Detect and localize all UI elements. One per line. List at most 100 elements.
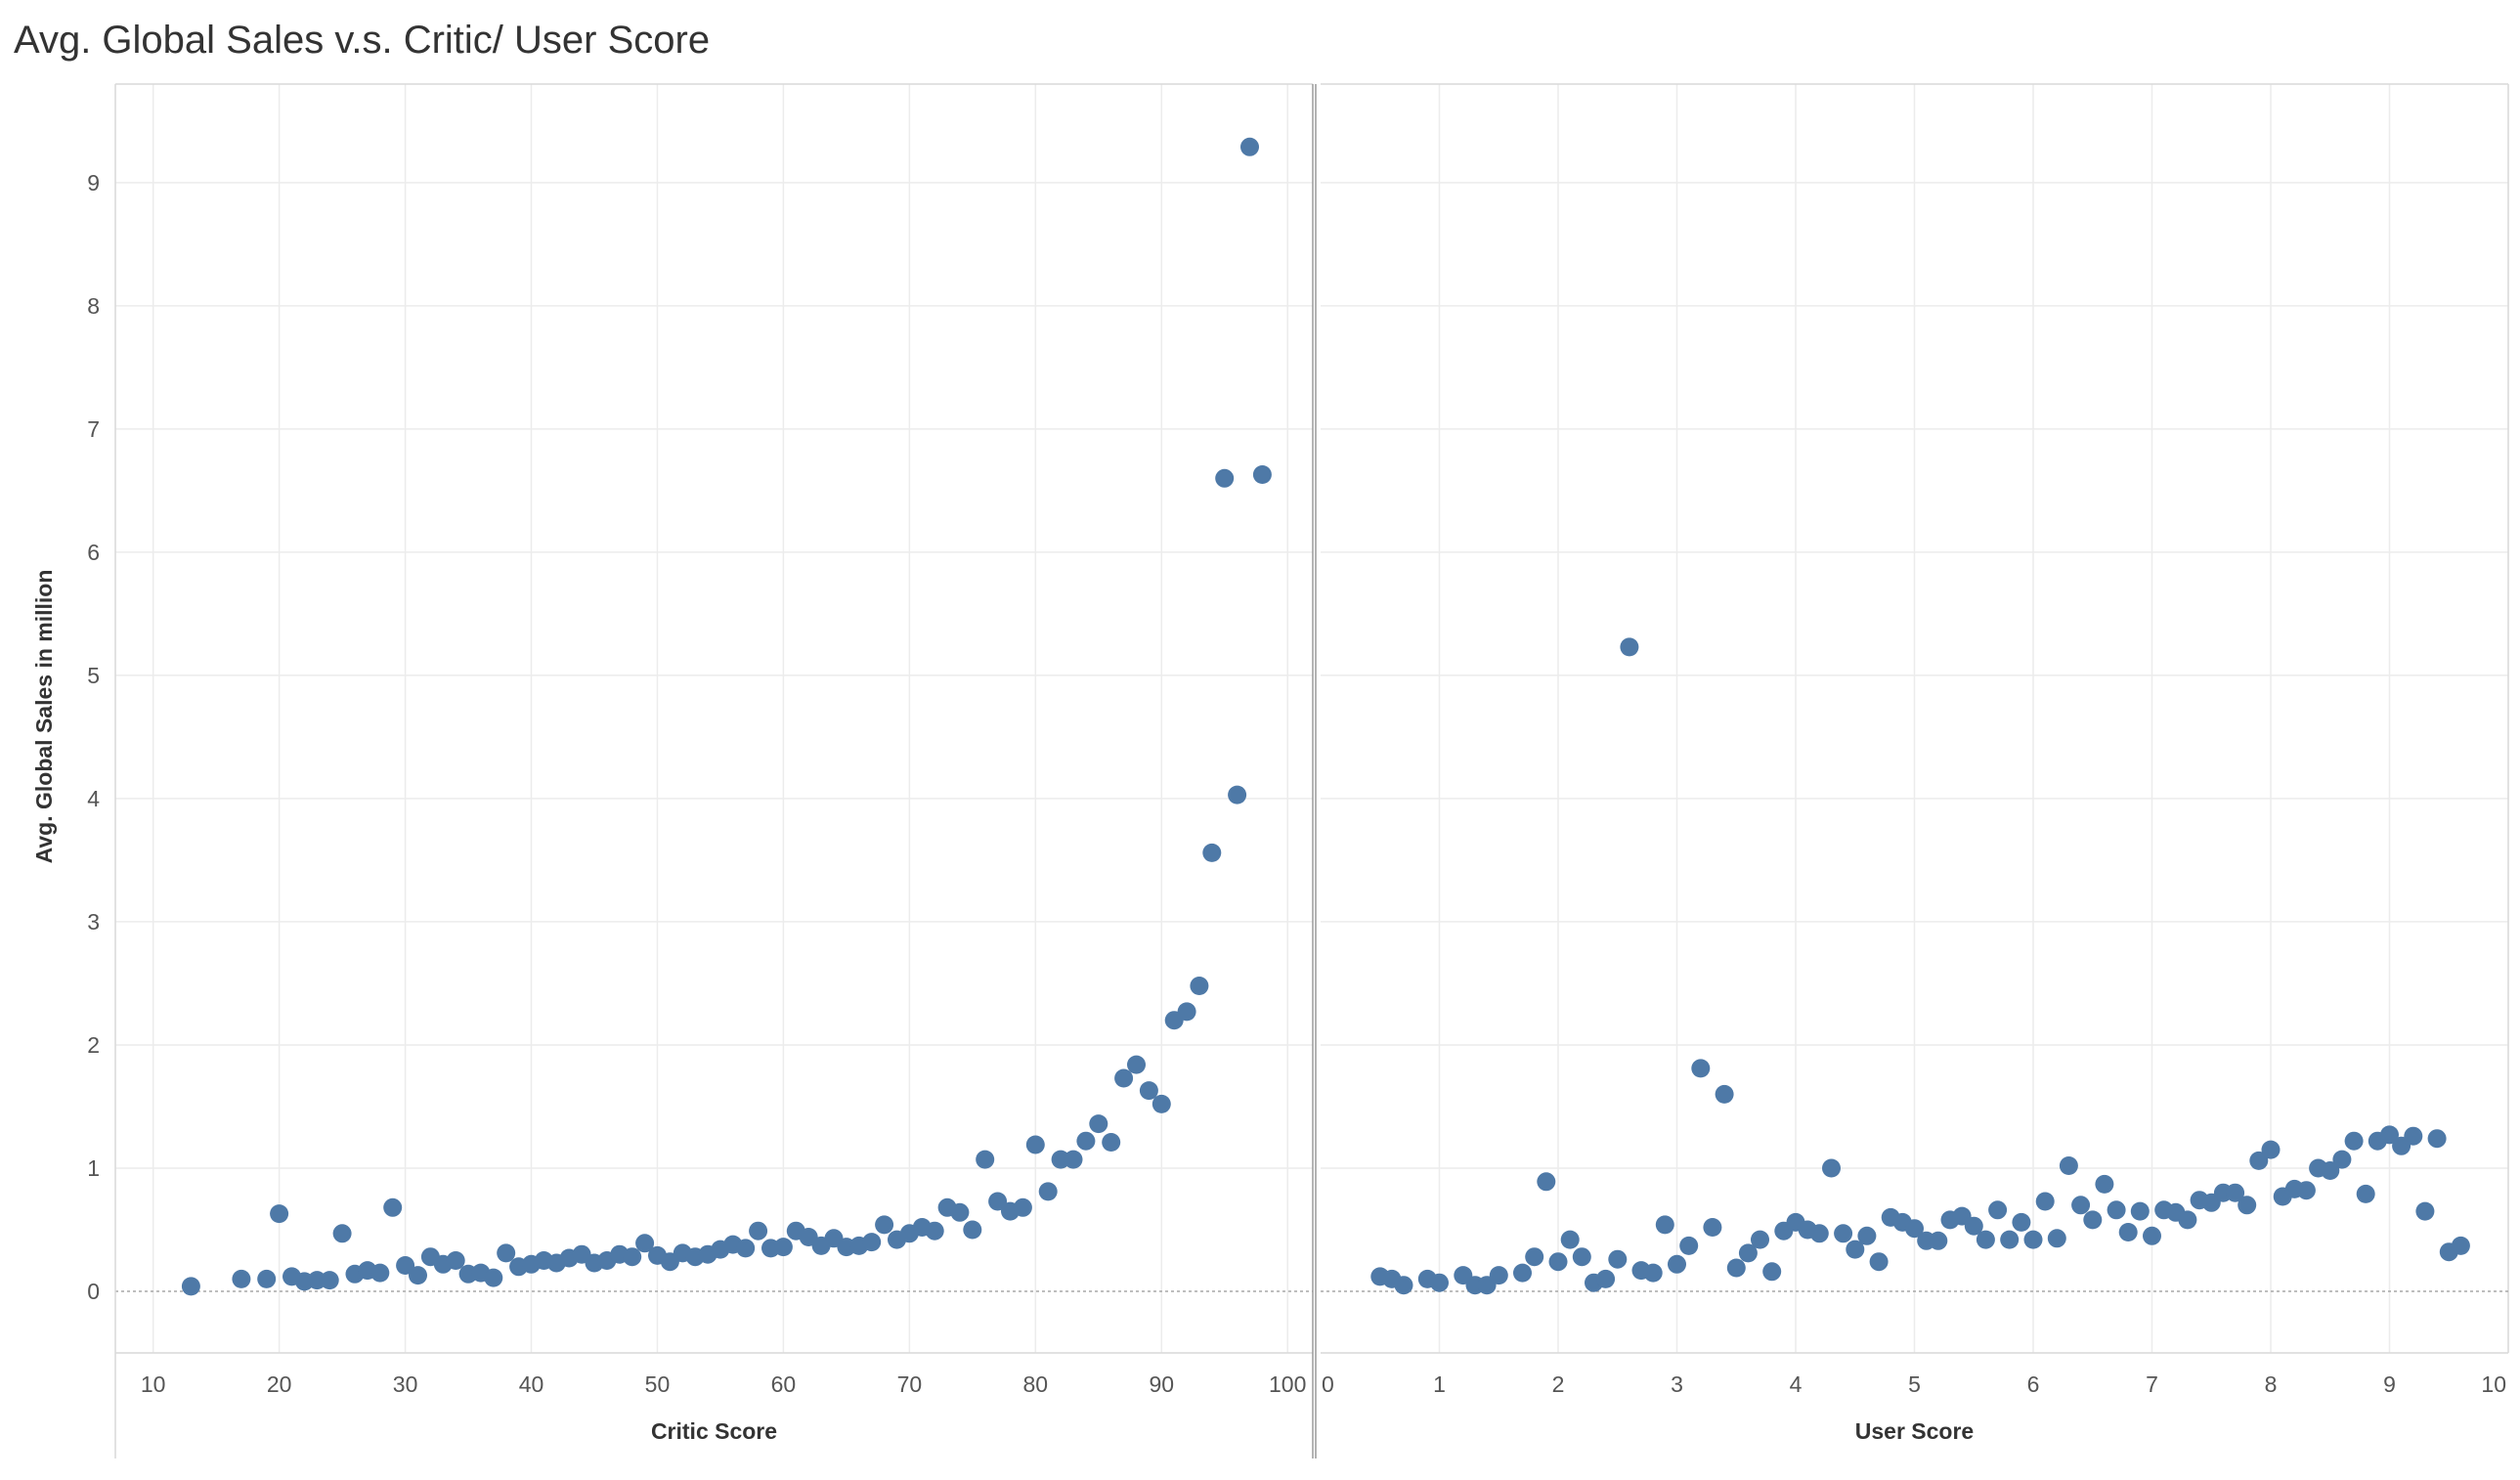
critic-score-point[interactable] [257,1269,277,1288]
user-score-point[interactable] [1525,1247,1544,1267]
user-score-point[interactable] [2226,1183,2245,1202]
user-score-point[interactable] [1869,1252,1889,1272]
user-score-point[interactable] [2321,1161,2340,1180]
user-score-point[interactable] [2071,1196,2091,1215]
user-score-point[interactable] [1726,1258,1746,1278]
critic-score-point[interactable] [736,1239,756,1258]
critic-score-point[interactable] [1177,1002,1196,1022]
user-score-point[interactable] [2356,1184,2375,1203]
critic-score-point[interactable] [1228,785,1247,805]
user-score-point[interactable] [1762,1262,1782,1282]
user-score-point[interactable] [2404,1126,2423,1146]
user-score-point[interactable] [2118,1223,2138,1241]
user-score-point[interactable] [2296,1181,2316,1200]
critic-score-point[interactable] [396,1256,415,1275]
user-score-point[interactable] [2012,1212,2031,1232]
critic-score-point[interactable] [484,1268,503,1287]
user-score-point[interactable] [2344,1131,2364,1151]
user-score-point[interactable] [1846,1240,1865,1259]
critic-score-point[interactable] [1127,1055,1146,1074]
critic-score-point[interactable] [1038,1182,1058,1201]
user-score-point[interactable] [1394,1276,1413,1295]
user-score-point[interactable] [2035,1192,2055,1211]
critic-score-point[interactable] [1151,1094,1171,1113]
user-score-point[interactable] [2130,1201,2150,1221]
user-score-point[interactable] [2107,1200,2126,1220]
critic-score-point[interactable] [497,1243,516,1263]
user-score-point[interactable] [2249,1151,2269,1170]
user-score-point[interactable] [1620,637,1639,657]
user-score-point[interactable] [1751,1230,1769,1249]
critic-score-point[interactable] [1202,843,1222,862]
user-score-point[interactable] [1703,1218,1722,1237]
critic-score-point[interactable] [988,1192,1008,1211]
user-score-point[interactable] [1834,1224,1853,1243]
critic-score-point[interactable] [950,1202,970,1222]
critic-score-point[interactable] [1089,1114,1108,1134]
user-score-point[interactable] [2000,1230,2020,1249]
critic-score-point[interactable] [1190,977,1209,995]
user-score-point[interactable] [2095,1174,2114,1194]
user-score-point[interactable] [2427,1129,2447,1149]
critic-score-point[interactable] [773,1238,793,1257]
user-score-point[interactable] [1513,1263,1532,1283]
user-score-point[interactable] [1976,1230,1995,1249]
user-score-point[interactable] [1596,1269,1616,1288]
critic-score-point[interactable] [270,1204,289,1224]
user-score-point[interactable] [1738,1243,1758,1263]
user-score-point[interactable] [1643,1263,1663,1283]
critic-score-point[interactable] [963,1220,982,1240]
critic-score-point[interactable] [749,1221,768,1241]
critic-score-point[interactable] [623,1247,642,1267]
critic-score-point[interactable] [409,1266,427,1285]
user-score-point[interactable] [1489,1266,1508,1285]
critic-score-point[interactable] [976,1150,995,1169]
critic-score-point[interactable] [320,1271,339,1290]
user-score-point[interactable] [2023,1230,2043,1249]
user-score-point[interactable] [1430,1273,1449,1292]
critic-score-point[interactable] [383,1197,403,1217]
user-score-point[interactable] [1679,1236,1699,1255]
critic-score-point[interactable] [1025,1135,1045,1154]
user-score-point[interactable] [1988,1200,2008,1220]
critic-score-point[interactable] [370,1263,390,1283]
user-score-point[interactable] [1548,1252,1568,1272]
critic-score-point[interactable] [1240,137,1259,156]
user-score-point[interactable] [1929,1231,1948,1250]
critic-score-point[interactable] [1215,468,1235,488]
user-score-point[interactable] [1715,1084,1734,1104]
user-score-point[interactable] [1691,1059,1711,1078]
user-score-point[interactable] [1560,1230,1580,1249]
user-score-point[interactable] [1572,1247,1591,1267]
critic-score-point[interactable] [925,1221,944,1241]
user-score-point[interactable] [1905,1219,1924,1239]
user-score-point[interactable] [1668,1254,1686,1274]
user-score-point[interactable] [2380,1125,2399,1145]
user-score-point[interactable] [2451,1236,2470,1255]
critic-score-point[interactable] [232,1269,251,1288]
critic-score-point[interactable] [862,1233,882,1252]
user-score-point[interactable] [2178,1210,2197,1230]
critic-score-point[interactable] [1102,1133,1121,1152]
user-score-point[interactable] [1857,1226,1877,1245]
critic-score-point[interactable] [635,1234,655,1253]
critic-score-point[interactable] [1139,1081,1158,1101]
user-score-point[interactable] [2332,1150,2352,1169]
user-score-point[interactable] [2059,1156,2078,1175]
user-score-point[interactable] [1822,1158,1841,1178]
critic-score-point[interactable] [1013,1197,1032,1217]
user-score-point[interactable] [2261,1140,2281,1159]
critic-score-point[interactable] [181,1277,200,1296]
user-score-point[interactable] [1809,1224,1829,1243]
critic-score-point[interactable] [332,1224,352,1243]
critic-score-point[interactable] [1114,1068,1134,1088]
critic-score-point[interactable] [446,1251,465,1270]
user-score-point[interactable] [2415,1201,2435,1221]
user-score-point[interactable] [2143,1226,2161,1245]
user-score-point[interactable] [1964,1216,1983,1236]
user-score-point[interactable] [2238,1196,2257,1215]
critic-score-point[interactable] [1064,1150,1083,1169]
critic-score-point[interactable] [875,1215,894,1235]
user-score-point[interactable] [1537,1172,1556,1192]
critic-score-point[interactable] [1076,1131,1096,1151]
